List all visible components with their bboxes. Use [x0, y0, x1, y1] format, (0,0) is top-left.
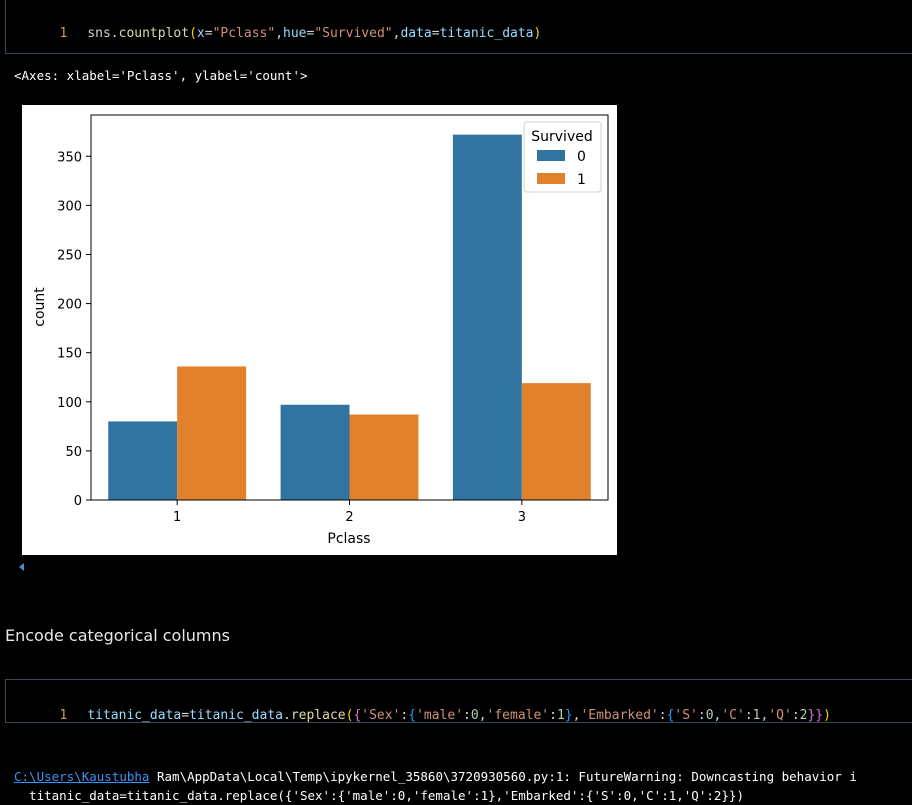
code-token: 1 — [556, 708, 565, 723]
code-token-param-hue: hue — [283, 26, 307, 41]
code-token: titanic_data — [189, 708, 283, 723]
code-token: 'Sex' — [361, 708, 401, 723]
code-token: : — [400, 708, 409, 723]
bar-pclass-1-survived-1 — [177, 366, 247, 500]
warning-output: C:\Users\Kaustubha Ram\AppData\Local\Tem… — [14, 748, 857, 805]
code-token: 2 — [799, 708, 808, 723]
legend-swatch-0 — [537, 150, 565, 161]
x-tick-label: 2 — [345, 510, 353, 525]
code-token: , — [572, 708, 581, 723]
code-token-func: countplot — [118, 26, 190, 41]
code-token: . — [282, 708, 291, 723]
legend-label-0: 0 — [577, 149, 586, 165]
y-axis-label: count — [32, 287, 48, 327]
code-token: : — [549, 708, 557, 723]
y-tick-label: 200 — [57, 298, 82, 313]
code-token: : — [658, 708, 667, 723]
code-token: 0 — [470, 708, 479, 723]
code-token: 'Embarked' — [580, 708, 659, 723]
code-token: 'Q' — [768, 708, 792, 723]
code-token-eq: = — [306, 26, 315, 41]
code-token: , — [760, 708, 769, 723]
code-token: { — [408, 708, 417, 723]
code-token: , — [713, 708, 722, 723]
code-cell-countplot[interactable]: 1 sns.countplot(x="Pclass",hue="Survived"… — [5, 0, 912, 54]
code-token: ) — [823, 708, 831, 723]
x-tick-label: 1 — [173, 510, 181, 525]
y-tick-label: 100 — [57, 396, 82, 411]
code-token-comma: , — [392, 26, 401, 41]
bar-pclass-3-survived-0 — [452, 134, 522, 500]
warning-path-link[interactable]: C:\Users\Kaustubha — [14, 769, 150, 784]
y-tick-label: 350 — [57, 150, 82, 165]
code-token-titanic-data: titanic_data — [439, 26, 534, 41]
code-token: : — [744, 708, 753, 723]
code-token: ( — [345, 708, 354, 723]
x-axis-label: Pclass — [327, 531, 370, 547]
bar-pclass-2-survived-1 — [349, 414, 419, 500]
code-token-str-pclass: "Pclass" — [212, 26, 276, 41]
legend-title: Survived — [531, 129, 592, 145]
code-token: 'S' — [674, 708, 698, 723]
bar-pclass-1-survived-0 — [108, 421, 178, 500]
x-tick-label: 3 — [518, 510, 526, 525]
code-token: 1 — [752, 708, 761, 723]
bar-pclass-2-survived-0 — [280, 404, 350, 500]
code-token: 'male' — [416, 708, 464, 723]
code-token: { — [353, 708, 362, 723]
code-token: titanic_data — [87, 708, 182, 723]
code-token: 0 — [705, 708, 714, 723]
code-token: }} — [807, 708, 824, 723]
legend-label-1: 1 — [577, 172, 586, 188]
code-token: 'female' — [486, 708, 550, 723]
code-line-1[interactable]: 1 titanic_data=titanic_data.replace({'Sex… — [6, 693, 831, 738]
countplot-svg: 0 50 100 150 200 250 300 350 1 2 3 Pclass count S… — [32, 114, 609, 547]
axes-frame — [90, 114, 609, 501]
code-token: , — [478, 708, 487, 723]
code-token-param-data: data — [400, 26, 432, 41]
legend: Survived 0 1 — [523, 121, 602, 193]
y-tick-label: 50 — [65, 445, 82, 460]
code-token-sns: sns — [87, 26, 111, 41]
code-token-eq: = — [204, 26, 213, 41]
output-repr: <Axes: xlabel='Pclass', ylabel='count'> — [14, 68, 308, 83]
line-number: 1 — [59, 26, 68, 41]
code-token: } — [564, 708, 573, 723]
warning-source-line: titanic_data=titanic_data.replace({'Sex'… — [14, 788, 744, 803]
line-number: 1 — [59, 708, 68, 723]
warning-text: Ram\AppData\Local\Temp\ipykernel_35860\3… — [149, 769, 857, 784]
code-token: : — [791, 708, 800, 723]
code-token: : — [463, 708, 471, 723]
legend-swatch-1 — [537, 173, 565, 184]
code-token-paren: ( — [189, 26, 197, 41]
code-token-paren: ) — [533, 26, 542, 41]
code-token-comma: , — [275, 26, 284, 41]
code-token-str-survived: "Survived" — [314, 26, 393, 41]
code-line-1[interactable]: 1 sns.countplot(x="Pclass",hue="Survived"… — [6, 11, 541, 56]
y-tick-label: 0 — [74, 494, 82, 509]
y-tick-label: 250 — [57, 248, 82, 263]
y-tick-label: 150 — [57, 347, 82, 362]
code-token-eq: = — [431, 26, 440, 41]
markdown-heading: Encode categorical columns — [5, 626, 230, 645]
code-token: = — [181, 708, 190, 723]
bar-pclass-3-survived-1 — [521, 383, 591, 500]
code-token-dot: . — [110, 26, 119, 41]
code-token: : — [697, 708, 706, 723]
code-token: replace — [290, 708, 346, 723]
code-token: { — [666, 708, 675, 723]
y-tick-label: 300 — [57, 199, 82, 214]
countplot-figure: 0 50 100 150 200 250 300 350 1 2 3 Pclass count S… — [22, 105, 617, 555]
code-token: 'C' — [721, 708, 745, 723]
code-token-param-x: x — [196, 26, 205, 41]
code-cell-replace[interactable]: 1 titanic_data=titanic_data.replace({'Sex… — [5, 679, 912, 723]
scroll-left-icon[interactable] — [19, 563, 24, 571]
